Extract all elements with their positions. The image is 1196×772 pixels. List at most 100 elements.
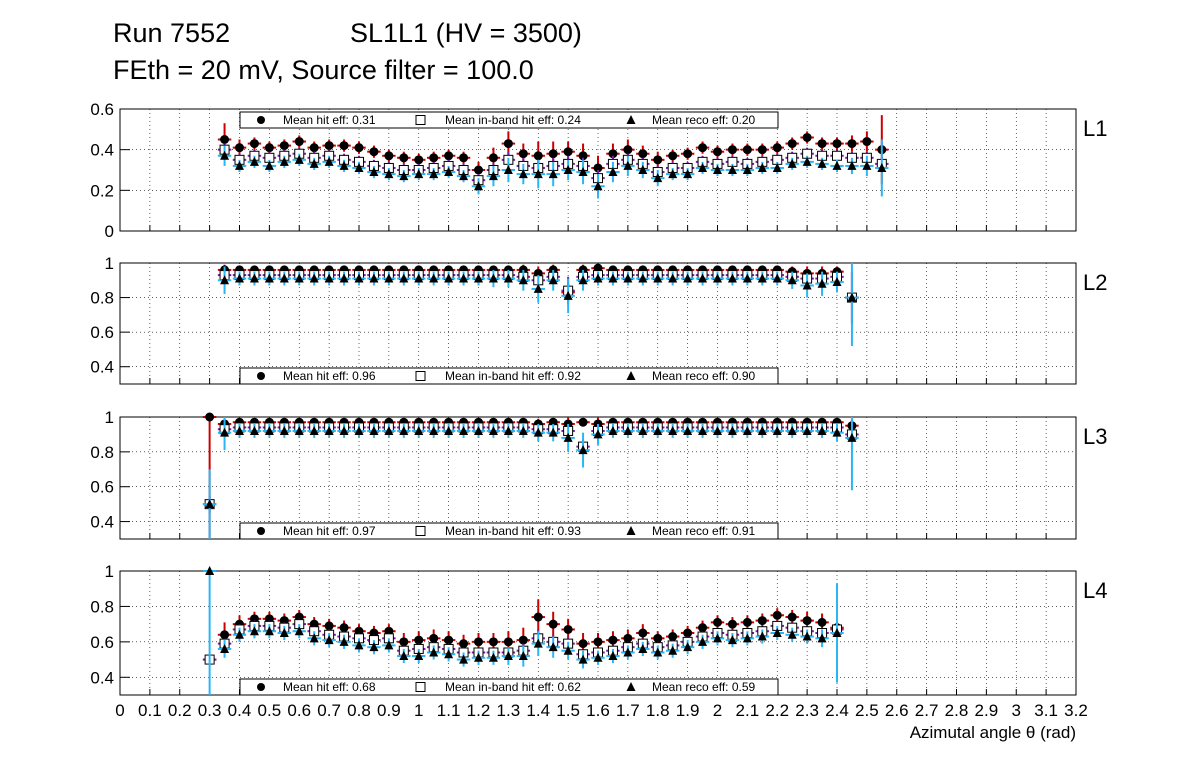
data-point xyxy=(832,150,842,161)
y-tick-label: 0.4 xyxy=(90,141,114,160)
x-tick-label: 2.8 xyxy=(945,701,969,720)
data-point xyxy=(220,643,230,653)
data-point xyxy=(623,425,633,435)
x-axis: 0 0.1 0.2 0.3 0.4 0.5 0.6 0.7 0.8 0.9 1 1.1 1.2 1.3 1.… xyxy=(115,701,1088,720)
data-point xyxy=(623,633,633,643)
data-point xyxy=(563,432,573,442)
data-point xyxy=(578,654,588,664)
data-point xyxy=(593,181,603,191)
data-point xyxy=(249,139,259,149)
data-point xyxy=(249,425,259,435)
data-point xyxy=(832,277,842,287)
data-point xyxy=(235,160,244,170)
y-tick-label: 1 xyxy=(105,408,114,427)
data-point xyxy=(578,167,588,177)
data-point xyxy=(548,642,558,652)
data-point xyxy=(757,631,767,641)
data-point xyxy=(205,499,215,509)
data-point xyxy=(503,651,513,661)
data-point xyxy=(787,275,797,285)
x-tick-label: 1.6 xyxy=(586,701,610,720)
data-point xyxy=(429,425,439,435)
y-tick-label: 0 xyxy=(105,222,114,241)
x-tick-label: 3.1 xyxy=(1034,701,1058,720)
y-tick-label: 0.6 xyxy=(90,100,114,119)
data-point xyxy=(668,169,678,179)
data-point xyxy=(772,610,782,620)
data-point xyxy=(324,156,334,166)
data-point xyxy=(279,141,289,151)
data-point xyxy=(324,273,334,283)
data-point xyxy=(414,169,424,179)
data-point xyxy=(264,425,274,435)
legend-marker-hit xyxy=(257,116,265,124)
data-point xyxy=(309,158,319,168)
data-point xyxy=(847,432,857,442)
data-point xyxy=(279,273,289,283)
data-point xyxy=(249,626,259,636)
data-point xyxy=(205,566,215,575)
x-tick-label: 1.8 xyxy=(646,701,670,720)
data-point xyxy=(683,425,693,435)
data-point xyxy=(578,445,588,455)
data-point xyxy=(698,636,708,646)
data-point xyxy=(563,645,573,655)
chamber-label: SL1L1 (HV = 3500) xyxy=(350,18,582,48)
data-point xyxy=(847,160,857,170)
legend: Mean hit eff: 0.31 Mean in-band hit eff: … xyxy=(239,111,779,129)
data-point xyxy=(474,652,483,662)
data-point xyxy=(713,165,722,174)
data-point xyxy=(444,273,454,283)
y-tick-label: 1 xyxy=(105,254,114,273)
legend-entry: Mean in-band hit eff: 0.62 xyxy=(445,680,581,694)
data-point xyxy=(832,427,842,437)
x-tick-label: 1.4 xyxy=(526,701,550,720)
data-point xyxy=(205,412,215,422)
data-point xyxy=(279,425,289,435)
data-point xyxy=(488,652,498,662)
x-tick-label: 2.1 xyxy=(736,701,760,720)
data-point xyxy=(593,429,603,439)
data-point xyxy=(339,623,349,633)
data-point xyxy=(503,139,513,149)
data-point xyxy=(474,181,483,191)
data-point xyxy=(593,637,603,647)
legend-box xyxy=(239,522,779,540)
legend-entry: Mean hit eff: 0.96 xyxy=(283,369,376,383)
y-tick-label: 1 xyxy=(105,562,114,581)
data-point xyxy=(817,139,827,149)
data-point xyxy=(757,273,767,283)
layer-label: L3 xyxy=(1083,424,1107,449)
data-point xyxy=(638,273,648,283)
data-point xyxy=(563,624,573,634)
x-tick-label: 1.1 xyxy=(437,701,461,720)
data-point xyxy=(683,169,693,179)
data-point xyxy=(503,165,513,174)
data-point xyxy=(384,273,394,283)
data-point xyxy=(578,639,588,649)
data-point xyxy=(235,143,244,153)
data-point xyxy=(384,169,394,179)
data-point xyxy=(429,169,439,179)
legend-entry: Mean reco eff: 0.90 xyxy=(652,369,756,383)
data-point xyxy=(459,654,469,664)
y-tick-label: 0.8 xyxy=(90,289,114,308)
data-point xyxy=(533,169,543,179)
data-point xyxy=(399,651,409,661)
data-point xyxy=(802,156,812,166)
series-circle xyxy=(217,115,889,185)
data-point xyxy=(787,425,797,435)
data-point xyxy=(533,151,543,161)
legend-marker-reco xyxy=(626,526,636,535)
data-point xyxy=(354,425,364,435)
data-point xyxy=(339,425,349,435)
data-point xyxy=(220,135,230,144)
data-point xyxy=(309,633,319,643)
legend-entry: Mean reco eff: 0.20 xyxy=(652,113,756,127)
y-tick-label: 0.6 xyxy=(90,478,114,497)
data-point xyxy=(757,162,767,172)
data-point xyxy=(832,139,842,149)
data-point xyxy=(742,273,752,283)
data-point xyxy=(399,171,409,181)
